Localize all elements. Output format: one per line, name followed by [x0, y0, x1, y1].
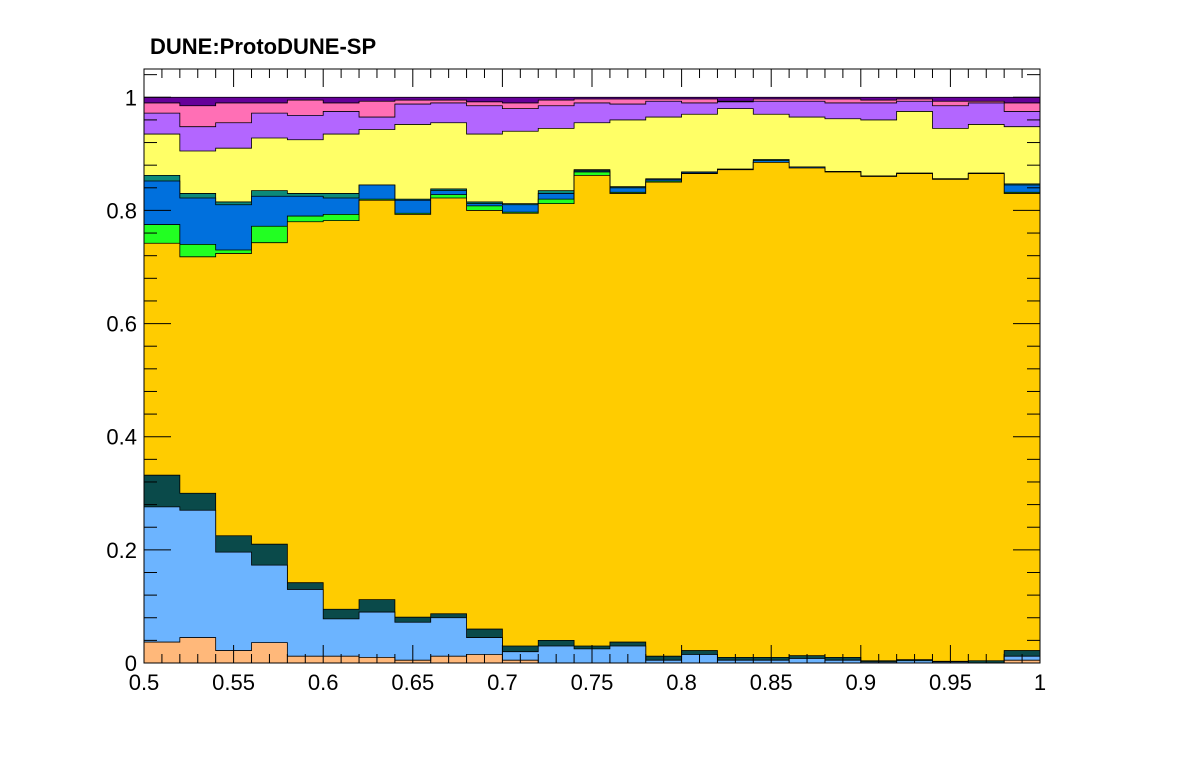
- y-tick-label: 0.8: [106, 198, 137, 223]
- y-tick-label: 0.6: [106, 312, 137, 337]
- x-tick-label: 0.9: [846, 670, 877, 695]
- x-tick-label: 0.7: [487, 670, 518, 695]
- x-tick-label: 0.85: [750, 670, 793, 695]
- stacked-areas: [143, 96, 1041, 664]
- x-tick-label: 0.8: [666, 670, 697, 695]
- x-tick-label: 0.5: [129, 670, 160, 695]
- x-tick-label: 0.95: [929, 670, 972, 695]
- x-tick-label: 0.6: [308, 670, 339, 695]
- y-tick-label: 0.4: [106, 425, 137, 450]
- stack-layer-3: [143, 161, 1041, 664]
- plot-frame: [143, 68, 1041, 664]
- chart-title: DUNE:ProtoDUNE-SP: [150, 34, 377, 59]
- x-tick-label: 0.65: [391, 670, 434, 695]
- x-tick-label: 0.55: [212, 670, 255, 695]
- y-tick-label: 1: [125, 85, 137, 110]
- y-tick-label: 0: [125, 651, 137, 676]
- x-tick-label: 1: [1034, 670, 1046, 695]
- x-tick-labels: 0.5 0.55 0.6 0.65 0.7 0.75 0.8 0.85 0.9 0.95 1: [129, 670, 1046, 695]
- x-tick-label: 0.75: [571, 670, 614, 695]
- axis-ticks: [143, 69, 1041, 664]
- y-tick-labels: 0 0.2 0.4 0.6 0.8 1: [106, 85, 137, 676]
- y-tick-label: 0.2: [106, 538, 137, 563]
